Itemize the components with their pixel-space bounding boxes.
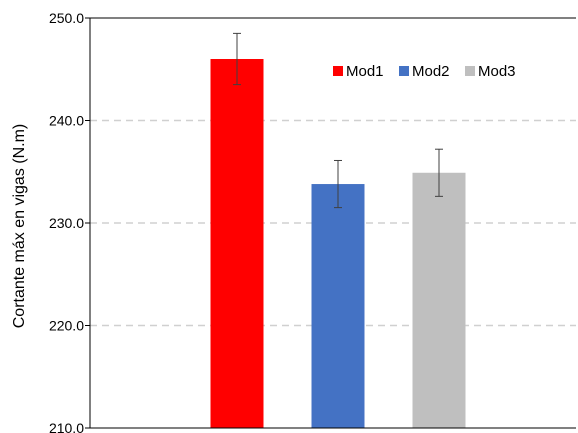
y-tick-label: 220.0 bbox=[49, 318, 84, 334]
bar-mod1 bbox=[210, 59, 264, 428]
y-tick-label: 250.0 bbox=[49, 10, 84, 26]
legend-item-mod1: Mod1 bbox=[333, 63, 384, 80]
legend: Mod1 Mod2 Mod3 bbox=[333, 63, 516, 80]
y-tick-label: 210.0 bbox=[49, 420, 84, 433]
error-bar-mod1 bbox=[233, 32, 241, 86]
legend-label: Mod2 bbox=[412, 63, 450, 80]
legend-item-mod2: Mod2 bbox=[399, 63, 450, 80]
legend-swatch bbox=[399, 66, 409, 76]
legend-label: Mod1 bbox=[346, 63, 384, 80]
bars bbox=[210, 59, 466, 428]
y-tick-labels: 210.0 220.0 230.0 240.0 250.0 bbox=[49, 10, 84, 433]
error-bar-mod3 bbox=[435, 148, 443, 197]
y-axis-title: Cortante máx en vigas (N.m) bbox=[11, 124, 28, 329]
bar-mod3 bbox=[412, 172, 466, 428]
bar-mod2 bbox=[311, 184, 365, 428]
y-tick-label: 240.0 bbox=[49, 113, 84, 129]
y-tick-label: 230.0 bbox=[49, 215, 84, 231]
legend-label: Mod3 bbox=[478, 63, 516, 80]
y-axis bbox=[85, 17, 576, 429]
error-bar-mod2 bbox=[334, 159, 342, 209]
legend-swatch bbox=[333, 66, 343, 76]
legend-swatch bbox=[465, 66, 475, 76]
error-bars bbox=[233, 32, 443, 209]
legend-item-mod3: Mod3 bbox=[465, 63, 516, 80]
